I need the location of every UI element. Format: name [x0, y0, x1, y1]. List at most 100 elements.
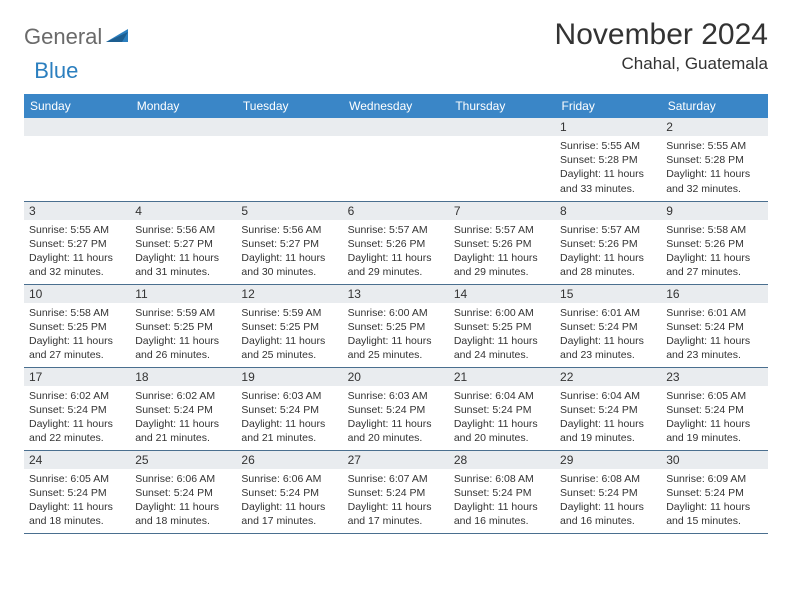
calendar-day-cell: 26Sunrise: 6:06 AMSunset: 5:24 PMDayligh… — [236, 450, 342, 533]
sunset-line: Sunset: 5:25 PM — [454, 320, 550, 334]
calendar-day-cell — [130, 118, 236, 201]
calendar-day-cell: 18Sunrise: 6:02 AMSunset: 5:24 PMDayligh… — [130, 367, 236, 450]
daylight-line: Daylight: 11 hours and 27 minutes. — [666, 251, 762, 279]
sunrise-line: Sunrise: 6:04 AM — [454, 389, 550, 403]
calendar-day-cell: 9Sunrise: 5:58 AMSunset: 5:26 PMDaylight… — [661, 201, 767, 284]
day-number: 29 — [555, 451, 661, 469]
logo-triangle-icon — [106, 24, 128, 50]
sunrise-line: Sunrise: 5:57 AM — [560, 223, 656, 237]
calendar-day-cell: 3Sunrise: 5:55 AMSunset: 5:27 PMDaylight… — [24, 201, 130, 284]
day-details: Sunrise: 6:05 AMSunset: 5:24 PMDaylight:… — [24, 469, 130, 533]
day-details: Sunrise: 5:59 AMSunset: 5:25 PMDaylight:… — [130, 303, 236, 367]
calendar-day-cell — [24, 118, 130, 201]
daylight-line: Daylight: 11 hours and 21 minutes. — [241, 417, 337, 445]
location: Chahal, Guatemala — [555, 54, 768, 74]
day-details: Sunrise: 5:58 AMSunset: 5:25 PMDaylight:… — [24, 303, 130, 367]
day-details: Sunrise: 6:06 AMSunset: 5:24 PMDaylight:… — [130, 469, 236, 533]
calendar-day-cell — [343, 118, 449, 201]
sunset-line: Sunset: 5:24 PM — [560, 403, 656, 417]
sunset-line: Sunset: 5:27 PM — [135, 237, 231, 251]
day-details: Sunrise: 6:06 AMSunset: 5:24 PMDaylight:… — [236, 469, 342, 533]
day-details: Sunrise: 5:57 AMSunset: 5:26 PMDaylight:… — [343, 220, 449, 284]
day-number: 11 — [130, 285, 236, 303]
day-number: 13 — [343, 285, 449, 303]
sunset-line: Sunset: 5:26 PM — [454, 237, 550, 251]
sunset-line: Sunset: 5:24 PM — [241, 486, 337, 500]
calendar-day-cell: 7Sunrise: 5:57 AMSunset: 5:26 PMDaylight… — [449, 201, 555, 284]
day-number: 7 — [449, 202, 555, 220]
sunset-line: Sunset: 5:26 PM — [560, 237, 656, 251]
sunset-line: Sunset: 5:24 PM — [666, 403, 762, 417]
day-number: 26 — [236, 451, 342, 469]
calendar-day-cell: 21Sunrise: 6:04 AMSunset: 5:24 PMDayligh… — [449, 367, 555, 450]
sunset-line: Sunset: 5:24 PM — [29, 403, 125, 417]
sunset-line: Sunset: 5:24 PM — [348, 403, 444, 417]
sunset-line: Sunset: 5:26 PM — [666, 237, 762, 251]
calendar-day-cell: 4Sunrise: 5:56 AMSunset: 5:27 PMDaylight… — [130, 201, 236, 284]
day-details: Sunrise: 6:04 AMSunset: 5:24 PMDaylight:… — [449, 386, 555, 450]
sunrise-line: Sunrise: 6:02 AM — [135, 389, 231, 403]
sunrise-line: Sunrise: 6:00 AM — [454, 306, 550, 320]
daylight-line: Daylight: 11 hours and 23 minutes. — [666, 334, 762, 362]
calendar-day-cell: 27Sunrise: 6:07 AMSunset: 5:24 PMDayligh… — [343, 450, 449, 533]
daylight-line: Daylight: 11 hours and 28 minutes. — [560, 251, 656, 279]
day-number — [24, 118, 130, 136]
calendar-day-cell: 24Sunrise: 6:05 AMSunset: 5:24 PMDayligh… — [24, 450, 130, 533]
weekday-fri: Friday — [555, 94, 661, 118]
sunrise-line: Sunrise: 5:59 AM — [135, 306, 231, 320]
sunrise-line: Sunrise: 6:08 AM — [560, 472, 656, 486]
sunrise-line: Sunrise: 5:58 AM — [29, 306, 125, 320]
day-number: 25 — [130, 451, 236, 469]
sunset-line: Sunset: 5:24 PM — [348, 486, 444, 500]
day-number: 24 — [24, 451, 130, 469]
day-number: 1 — [555, 118, 661, 136]
logo-text-general: General — [24, 24, 102, 50]
weekday-tue: Tuesday — [236, 94, 342, 118]
day-number: 3 — [24, 202, 130, 220]
daylight-line: Daylight: 11 hours and 26 minutes. — [135, 334, 231, 362]
day-number: 22 — [555, 368, 661, 386]
sunset-line: Sunset: 5:24 PM — [560, 486, 656, 500]
sunset-line: Sunset: 5:25 PM — [241, 320, 337, 334]
sunset-line: Sunset: 5:27 PM — [29, 237, 125, 251]
daylight-line: Daylight: 11 hours and 27 minutes. — [29, 334, 125, 362]
calendar-day-cell: 19Sunrise: 6:03 AMSunset: 5:24 PMDayligh… — [236, 367, 342, 450]
sunset-line: Sunset: 5:27 PM — [241, 237, 337, 251]
day-details: Sunrise: 5:55 AMSunset: 5:28 PMDaylight:… — [661, 136, 767, 200]
day-details: Sunrise: 6:04 AMSunset: 5:24 PMDaylight:… — [555, 386, 661, 450]
day-number: 19 — [236, 368, 342, 386]
day-details: Sunrise: 5:56 AMSunset: 5:27 PMDaylight:… — [236, 220, 342, 284]
daylight-line: Daylight: 11 hours and 25 minutes. — [348, 334, 444, 362]
day-details: Sunrise: 6:07 AMSunset: 5:24 PMDaylight:… — [343, 469, 449, 533]
sunset-line: Sunset: 5:24 PM — [135, 403, 231, 417]
daylight-line: Daylight: 11 hours and 25 minutes. — [241, 334, 337, 362]
sunrise-line: Sunrise: 5:56 AM — [241, 223, 337, 237]
calendar-day-cell: 15Sunrise: 6:01 AMSunset: 5:24 PMDayligh… — [555, 284, 661, 367]
calendar-week-row: 24Sunrise: 6:05 AMSunset: 5:24 PMDayligh… — [24, 450, 768, 533]
sunset-line: Sunset: 5:24 PM — [241, 403, 337, 417]
daylight-line: Daylight: 11 hours and 18 minutes. — [29, 500, 125, 528]
daylight-line: Daylight: 11 hours and 33 minutes. — [560, 167, 656, 195]
calendar-day-cell: 12Sunrise: 5:59 AMSunset: 5:25 PMDayligh… — [236, 284, 342, 367]
sunset-line: Sunset: 5:24 PM — [135, 486, 231, 500]
day-details: Sunrise: 5:55 AMSunset: 5:27 PMDaylight:… — [24, 220, 130, 284]
calendar-day-cell: 16Sunrise: 6:01 AMSunset: 5:24 PMDayligh… — [661, 284, 767, 367]
weekday-mon: Monday — [130, 94, 236, 118]
calendar-week-row: 3Sunrise: 5:55 AMSunset: 5:27 PMDaylight… — [24, 201, 768, 284]
sunrise-line: Sunrise: 5:56 AM — [135, 223, 231, 237]
daylight-line: Daylight: 11 hours and 18 minutes. — [135, 500, 231, 528]
day-number: 6 — [343, 202, 449, 220]
sunset-line: Sunset: 5:28 PM — [560, 153, 656, 167]
day-number: 28 — [449, 451, 555, 469]
sunrise-line: Sunrise: 5:55 AM — [666, 139, 762, 153]
sunrise-line: Sunrise: 6:01 AM — [560, 306, 656, 320]
day-details: Sunrise: 6:01 AMSunset: 5:24 PMDaylight:… — [555, 303, 661, 367]
sunrise-line: Sunrise: 6:05 AM — [29, 472, 125, 486]
calendar-day-cell: 13Sunrise: 6:00 AMSunset: 5:25 PMDayligh… — [343, 284, 449, 367]
calendar-table: Sunday Monday Tuesday Wednesday Thursday… — [24, 94, 768, 534]
day-details: Sunrise: 5:57 AMSunset: 5:26 PMDaylight:… — [449, 220, 555, 284]
sunset-line: Sunset: 5:24 PM — [454, 403, 550, 417]
day-details: Sunrise: 5:55 AMSunset: 5:28 PMDaylight:… — [555, 136, 661, 200]
day-number: 20 — [343, 368, 449, 386]
day-number: 14 — [449, 285, 555, 303]
